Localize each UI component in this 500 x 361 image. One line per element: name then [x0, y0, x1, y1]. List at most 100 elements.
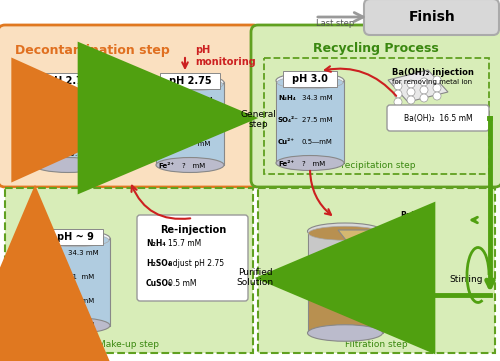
- Ellipse shape: [308, 325, 382, 341]
- Text: N₂H₄: N₂H₄: [146, 239, 166, 248]
- Ellipse shape: [157, 78, 223, 91]
- Text: ?   mM: ? mM: [182, 163, 206, 169]
- Circle shape: [420, 78, 428, 86]
- Text: Stirring: Stirring: [450, 275, 483, 284]
- Text: Last step: Last step: [316, 18, 354, 27]
- Ellipse shape: [34, 75, 102, 90]
- Text: Fe²⁺: Fe²⁺: [158, 163, 174, 169]
- Text: SO₄²⁻: SO₄²⁻: [42, 274, 63, 280]
- Text: Decontamination step: Decontamination step: [15, 44, 170, 57]
- Text: N₂H₄: N₂H₄: [278, 95, 296, 101]
- Text: CuSO₄: CuSO₄: [146, 278, 172, 287]
- FancyBboxPatch shape: [5, 188, 253, 353]
- Ellipse shape: [156, 157, 224, 173]
- Bar: [41, 240, 109, 323]
- Bar: [345, 259, 375, 284]
- Text: 11  mM: 11 mM: [68, 274, 94, 280]
- Ellipse shape: [156, 75, 224, 90]
- Text: 0.5 mM: 0.5 mM: [70, 149, 98, 158]
- Text: H₂SO₄: H₂SO₄: [38, 127, 63, 136]
- Text: pH 2.75: pH 2.75: [168, 76, 212, 86]
- Bar: [276, 81, 344, 163]
- Text: 0.5―mM: 0.5―mM: [302, 139, 333, 145]
- Text: Cu(OH)₂: Cu(OH)₂: [400, 223, 434, 232]
- Bar: [308, 233, 382, 331]
- Text: Finish: Finish: [408, 10, 456, 24]
- Text: 27.5 mM: 27.5 mM: [302, 117, 332, 123]
- Text: 0.5  mM: 0.5 mM: [182, 141, 210, 147]
- Text: 34.3 mM: 34.3 mM: [182, 97, 212, 103]
- Text: Dissolution: Dissolution: [106, 113, 152, 122]
- Bar: [160, 73, 220, 89]
- Ellipse shape: [308, 223, 382, 239]
- Text: SO₄²⁻: SO₄²⁻: [158, 119, 179, 125]
- Text: BaSO₄: BaSO₄: [400, 210, 426, 219]
- Bar: [308, 231, 382, 333]
- Text: ?   mM: ? mM: [302, 161, 325, 167]
- Bar: [277, 82, 343, 161]
- Ellipse shape: [34, 157, 102, 173]
- Ellipse shape: [346, 258, 374, 264]
- Text: 27 mM: 27 mM: [70, 127, 96, 136]
- Ellipse shape: [277, 76, 343, 89]
- Text: adjust pH 2.75: adjust pH 2.75: [168, 258, 224, 268]
- FancyBboxPatch shape: [0, 25, 260, 187]
- Text: Cu²⁺: Cu²⁺: [278, 139, 295, 145]
- Text: 50 mM: 50 mM: [70, 105, 96, 114]
- Text: 0    mM: 0 mM: [68, 298, 94, 304]
- Text: 27.5 mM: 27.5 mM: [182, 119, 212, 125]
- Ellipse shape: [308, 273, 382, 287]
- Bar: [35, 84, 101, 163]
- Text: 34.3 mM: 34.3 mM: [68, 250, 98, 256]
- Text: SO₄²⁻: SO₄²⁻: [278, 117, 299, 123]
- Text: Purified
Solution: Purified Solution: [236, 268, 274, 287]
- Circle shape: [433, 92, 441, 100]
- Bar: [47, 229, 103, 245]
- Ellipse shape: [308, 226, 382, 240]
- Polygon shape: [338, 230, 382, 258]
- Text: Fe²⁺: Fe²⁺: [278, 161, 294, 167]
- Ellipse shape: [35, 78, 101, 91]
- FancyBboxPatch shape: [387, 105, 489, 131]
- Text: N₂H₄: N₂H₄: [158, 97, 176, 103]
- Circle shape: [407, 80, 415, 88]
- Ellipse shape: [40, 231, 110, 246]
- Text: pH ~ 9: pH ~ 9: [56, 232, 94, 242]
- Bar: [309, 231, 382, 278]
- Bar: [157, 84, 223, 163]
- Text: Precipitation step: Precipitation step: [336, 161, 416, 170]
- Text: pH 3.0: pH 3.0: [292, 74, 328, 84]
- Circle shape: [394, 90, 402, 98]
- Circle shape: [433, 76, 441, 84]
- Circle shape: [433, 84, 441, 92]
- Text: Make-up step: Make-up step: [98, 340, 160, 349]
- Bar: [346, 261, 374, 282]
- Text: pH
monitoring: pH monitoring: [195, 45, 256, 66]
- Polygon shape: [388, 70, 448, 102]
- Text: SO₄²⁻: SO₄²⁻: [350, 287, 370, 293]
- Text: Re-injection: Re-injection: [160, 225, 226, 235]
- Text: for removing metal ion: for removing metal ion: [392, 79, 472, 85]
- Text: H₂SO₄: H₂SO₄: [146, 258, 171, 268]
- Bar: [156, 82, 224, 165]
- Ellipse shape: [40, 318, 110, 333]
- Text: Ba(OH)₂ injection: Ba(OH)₂ injection: [392, 68, 474, 77]
- Text: Cu²⁺: Cu²⁺: [158, 141, 175, 147]
- Text: 34.3 mM: 34.3 mM: [302, 95, 332, 101]
- Ellipse shape: [345, 281, 375, 287]
- Text: Fe(OH)₂: Fe(OH)₂: [400, 236, 434, 245]
- Text: pH 2.75: pH 2.75: [46, 76, 90, 86]
- Circle shape: [394, 98, 402, 106]
- Ellipse shape: [41, 234, 109, 247]
- Bar: [283, 71, 337, 87]
- Bar: [38, 73, 98, 89]
- Text: N₂H₄: N₂H₄: [42, 250, 60, 256]
- Text: Recycling Process: Recycling Process: [313, 42, 439, 55]
- FancyBboxPatch shape: [258, 188, 495, 353]
- Text: N₂H₄: N₂H₄: [351, 277, 369, 283]
- Text: Cu²⁺: Cu²⁺: [42, 298, 59, 304]
- Ellipse shape: [276, 73, 344, 88]
- Circle shape: [407, 88, 415, 96]
- FancyBboxPatch shape: [251, 25, 500, 187]
- Text: General
step: General step: [240, 110, 276, 129]
